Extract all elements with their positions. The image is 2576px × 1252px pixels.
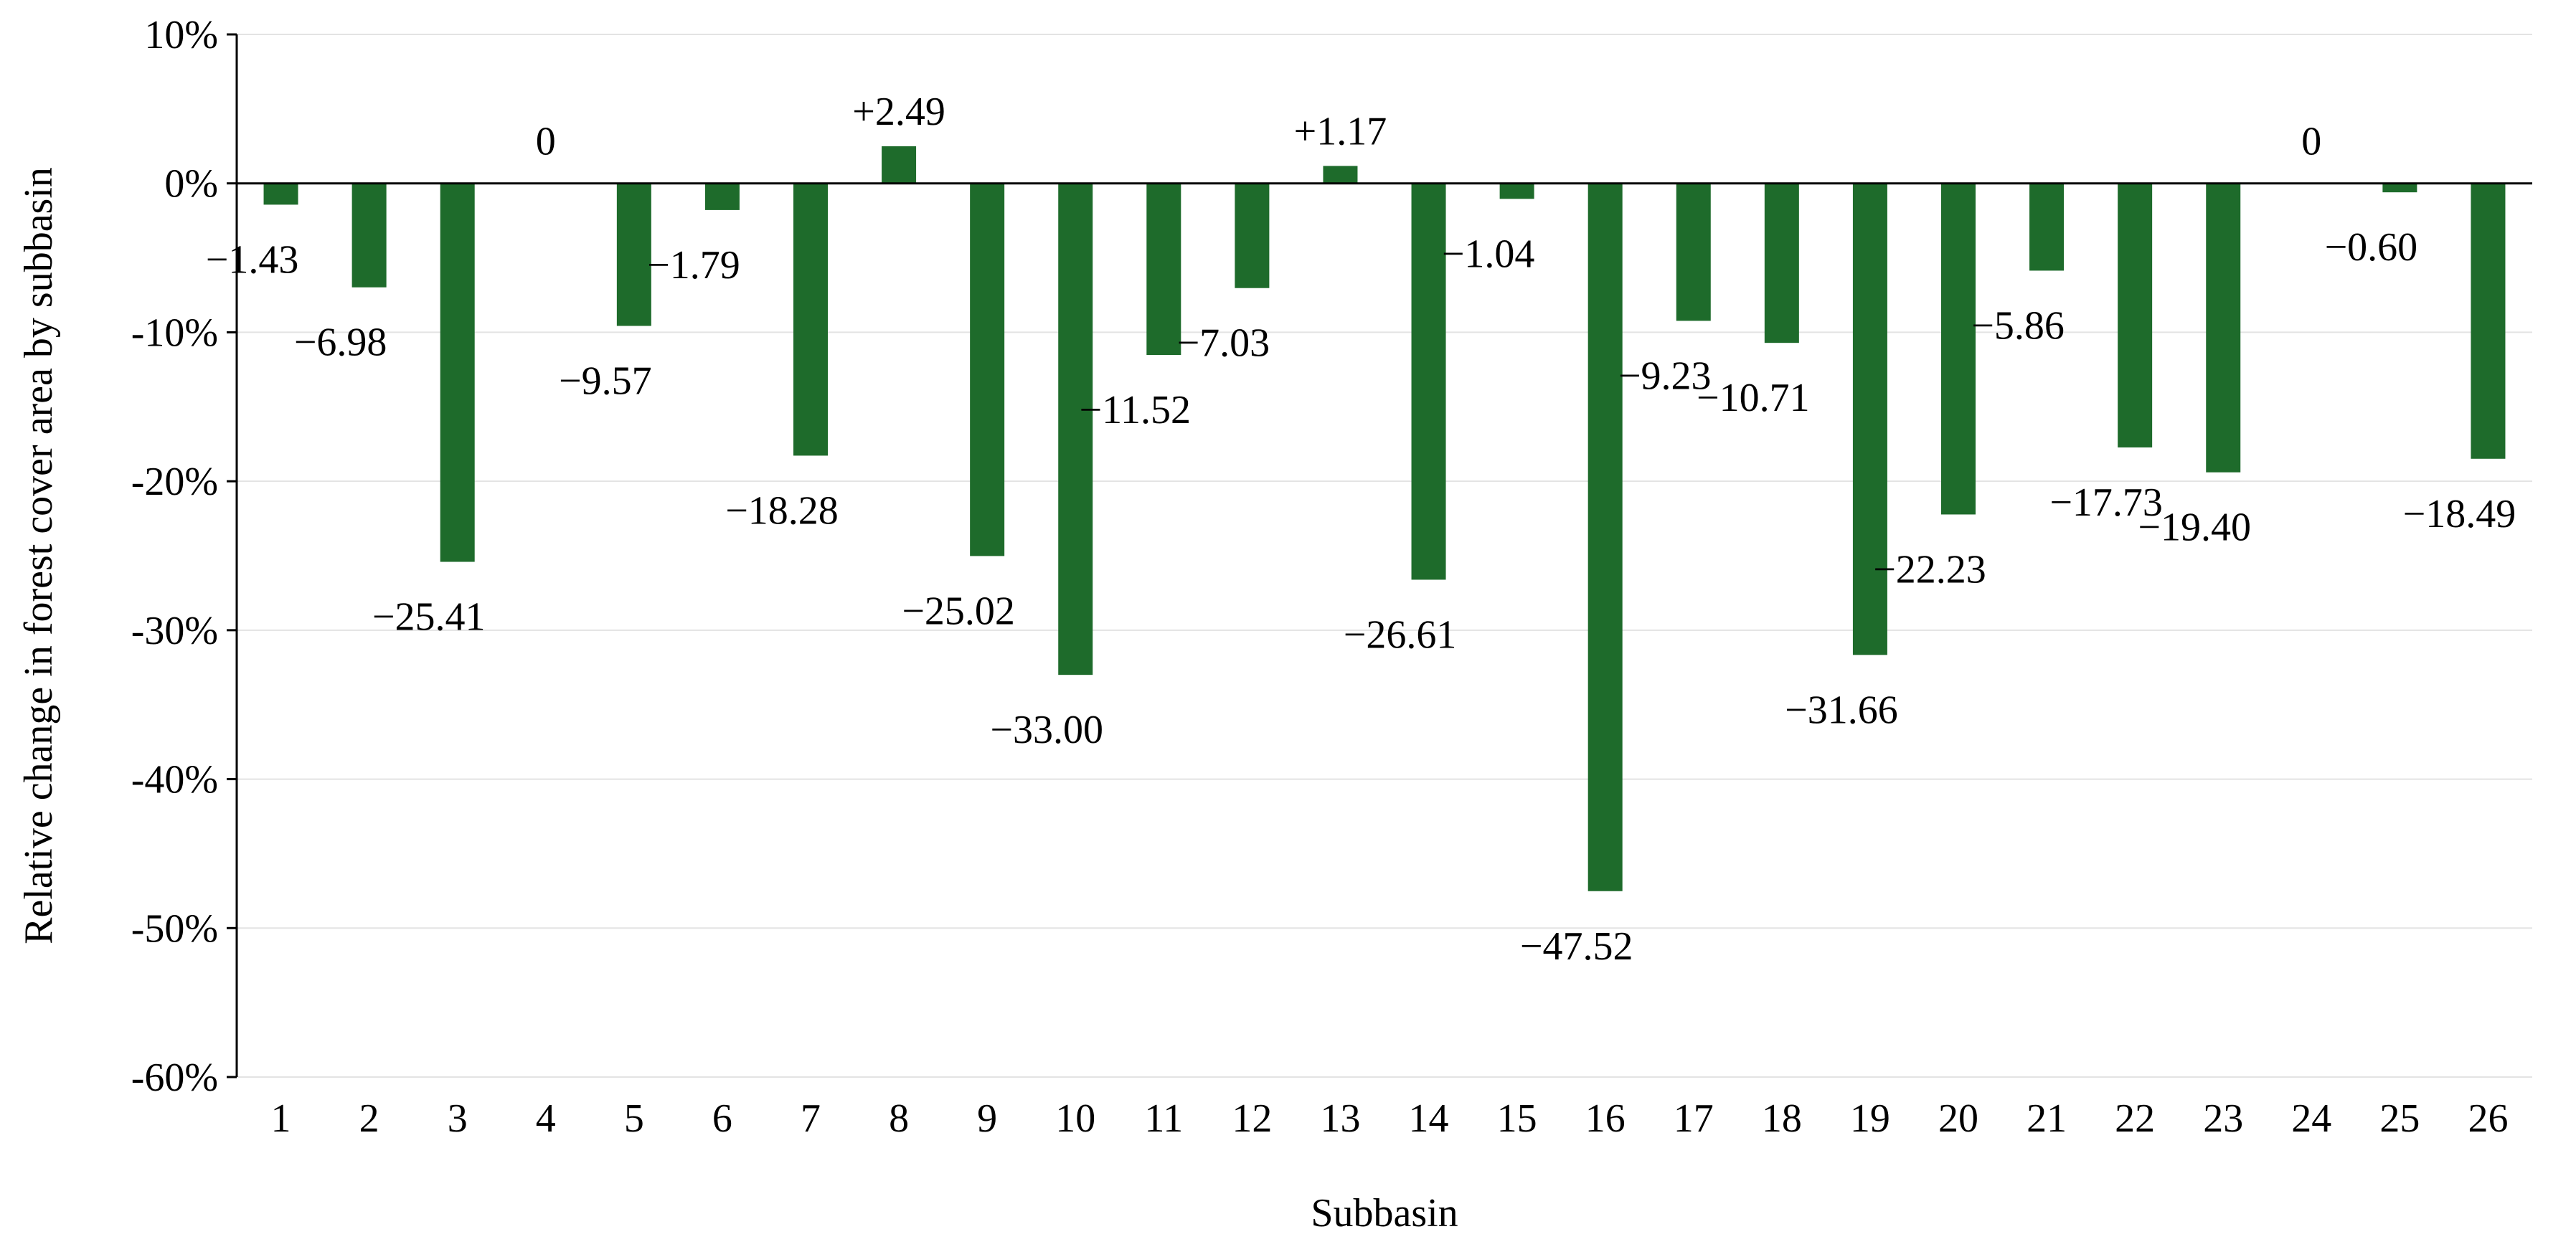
bar-subbasin-5 xyxy=(616,183,651,326)
axes xyxy=(235,34,2532,1077)
data-label-subbasin-17: −9.23 xyxy=(1618,354,1712,398)
bar-subbasin-2 xyxy=(352,183,387,288)
data-label-subbasin-3: −25.41 xyxy=(372,595,486,640)
data-label-subbasin-15: −1.04 xyxy=(1442,232,1535,276)
data-label-subbasin-20: −22.23 xyxy=(1873,547,1986,592)
x-tick-label: 25 xyxy=(2379,1096,2420,1141)
x-tick-label: 15 xyxy=(1497,1096,1537,1141)
bar-subbasin-19 xyxy=(1852,183,1887,655)
data-labels: −1.43 −6.98 −25.41 0 −9.57 −1.79 −18.28 +2.49 −2… xyxy=(206,90,2516,969)
y-tick-label: 10% xyxy=(144,13,218,57)
x-tick-label: 22 xyxy=(2115,1096,2155,1141)
bar-subbasin-7 xyxy=(793,183,828,456)
x-tick-label: 24 xyxy=(2291,1096,2331,1141)
bars xyxy=(263,146,2506,891)
bar-subbasin-12 xyxy=(1235,183,1270,288)
x-tick-label: 21 xyxy=(2027,1096,2067,1141)
bar-subbasin-21 xyxy=(2029,183,2065,271)
x-tick-label: 6 xyxy=(712,1096,732,1141)
bar-subbasin-10 xyxy=(1058,183,1093,675)
bar-subbasin-18 xyxy=(1764,183,1799,343)
bar-subbasin-16 xyxy=(1587,183,1623,891)
data-label-subbasin-14: −26.61 xyxy=(1344,612,1457,657)
y-axis-title: Relative change in forest cover area by … xyxy=(16,167,61,944)
y-tick-label: -10% xyxy=(131,310,218,355)
y-tick-label: -50% xyxy=(131,906,218,951)
data-label-subbasin-9: −25.02 xyxy=(902,589,1015,633)
data-label-subbasin-11: −11.52 xyxy=(1080,388,1192,432)
data-label-subbasin-12: −7.03 xyxy=(1177,321,1270,366)
bar-subbasin-6 xyxy=(704,183,740,210)
y-tick-label: -30% xyxy=(131,609,218,653)
x-tick-label: 12 xyxy=(1232,1096,1272,1141)
x-tick-label: 4 xyxy=(536,1096,556,1141)
x-tick-label: 13 xyxy=(1320,1096,1360,1141)
data-label-subbasin-25: −0.60 xyxy=(2325,225,2418,270)
bar-subbasin-26 xyxy=(2471,183,2506,459)
bar-subbasin-11 xyxy=(1146,183,1181,356)
y-tick-label: -20% xyxy=(131,460,218,504)
data-label-subbasin-26: −18.49 xyxy=(2403,492,2516,536)
x-tick-label: 20 xyxy=(1938,1096,1978,1141)
x-tick-label: 8 xyxy=(889,1096,909,1141)
bar-subbasin-15 xyxy=(1499,183,1534,199)
x-tick-label: 3 xyxy=(448,1096,468,1141)
x-tick-label: 18 xyxy=(1762,1096,1802,1141)
x-tick-label: 5 xyxy=(624,1096,644,1141)
data-label-subbasin-19: −31.66 xyxy=(1785,688,1898,732)
x-tick-label: 14 xyxy=(1409,1096,1449,1141)
x-tick-label: 11 xyxy=(1144,1096,1183,1141)
data-label-subbasin-7: −18.28 xyxy=(725,488,839,533)
x-tick-label: 10 xyxy=(1055,1096,1095,1141)
x-tick-label: 16 xyxy=(1585,1096,1626,1141)
bar-subbasin-8 xyxy=(882,146,917,184)
bar-subbasin-25 xyxy=(2382,183,2417,193)
data-label-subbasin-4: 0 xyxy=(536,120,556,164)
data-label-subbasin-6: −1.79 xyxy=(647,243,740,288)
y-axis-ticks: 10% 0% -10% -20% -30% -40% -50% -60% xyxy=(131,13,237,1100)
x-tick-label: 17 xyxy=(1674,1096,1714,1141)
bar-subbasin-14 xyxy=(1411,183,1446,580)
data-label-subbasin-8: +2.49 xyxy=(852,90,945,134)
x-tick-label: 19 xyxy=(1850,1096,1890,1141)
bar-subbasin-9 xyxy=(970,183,1005,556)
bar-subbasin-23 xyxy=(2206,183,2241,473)
bar-subbasin-1 xyxy=(263,183,298,205)
x-tick-label: 2 xyxy=(359,1096,379,1141)
bar-subbasin-20 xyxy=(1941,183,1976,515)
data-label-subbasin-10: −33.00 xyxy=(990,708,1103,752)
x-tick-label: 7 xyxy=(801,1096,821,1141)
data-label-subbasin-13: +1.17 xyxy=(1294,109,1387,153)
y-tick-label: -40% xyxy=(131,758,218,802)
x-axis-ticks: 1 2 3 4 5 6 7 8 9 10 11 12 13 14 15 16 17 18 19 20 21 22 23 24 2… xyxy=(271,1096,2509,1141)
data-label-subbasin-16: −47.52 xyxy=(1520,924,1633,969)
bar-subbasin-3 xyxy=(440,183,475,562)
bar-subbasin-17 xyxy=(1676,183,1711,321)
data-label-subbasin-24: 0 xyxy=(2301,120,2321,164)
x-tick-label: 1 xyxy=(271,1096,291,1141)
gridlines xyxy=(237,34,2532,1078)
data-label-subbasin-2: −6.98 xyxy=(294,321,387,365)
data-label-subbasin-1: −1.43 xyxy=(206,237,299,282)
y-tick-label: 0% xyxy=(164,162,218,207)
bar-subbasin-13 xyxy=(1323,166,1358,184)
x-tick-label: 23 xyxy=(2203,1096,2243,1141)
data-label-subbasin-18: −10.71 xyxy=(1697,376,1810,420)
x-tick-label: 9 xyxy=(977,1096,997,1141)
x-axis-title: Subbasin xyxy=(1311,1191,1458,1236)
data-label-subbasin-21: −5.86 xyxy=(1971,303,2065,348)
data-label-subbasin-22: −17.73 xyxy=(2049,480,2163,525)
y-tick-label: -60% xyxy=(131,1056,218,1100)
bar-subbasin-22 xyxy=(2118,183,2153,447)
data-label-subbasin-23: −19.40 xyxy=(2138,506,2251,550)
data-label-subbasin-5: −9.57 xyxy=(559,359,652,403)
x-tick-label: 26 xyxy=(2468,1096,2508,1141)
